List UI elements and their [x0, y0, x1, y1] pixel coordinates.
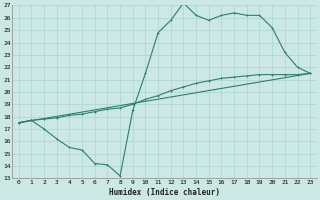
X-axis label: Humidex (Indice chaleur): Humidex (Indice chaleur) [109, 188, 220, 197]
